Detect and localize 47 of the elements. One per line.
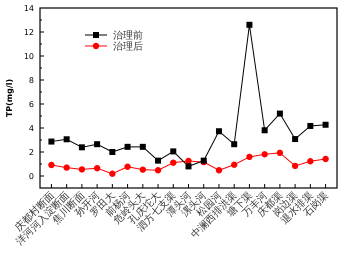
point [322, 122, 329, 128]
point [186, 163, 192, 170]
point [307, 158, 314, 164]
point [216, 128, 222, 134]
point [276, 150, 284, 156]
point [109, 170, 116, 177]
point [246, 154, 253, 160]
y-tick-label: 0 [28, 172, 34, 181]
point [48, 138, 54, 145]
point [94, 165, 100, 172]
point [155, 158, 162, 164]
point [262, 127, 268, 134]
point [78, 166, 86, 173]
point [94, 141, 100, 148]
point [140, 144, 146, 150]
y-axis-title: TP(mg/l) [5, 78, 14, 118]
point [276, 110, 283, 117]
legend-label: 治理后 [113, 40, 143, 52]
point [48, 162, 55, 168]
point [170, 159, 176, 166]
point [231, 141, 238, 148]
point [185, 158, 192, 164]
point [140, 166, 146, 173]
legend-label: 治理前 [113, 30, 143, 42]
y-tick-label: 6 [28, 100, 34, 109]
y-tick-label: 14 [24, 4, 34, 13]
point [216, 167, 222, 174]
y-tick-label: 8 [28, 76, 34, 85]
point [292, 162, 298, 170]
point [124, 164, 131, 170]
point [292, 136, 298, 142]
point [261, 151, 268, 158]
point [63, 164, 70, 171]
point [78, 144, 85, 150]
point [246, 22, 252, 28]
point [124, 144, 131, 150]
y-tick-label: 10 [24, 52, 34, 61]
y-tick-label: 2 [28, 148, 34, 157]
y-tick-label: 4 [28, 124, 34, 133]
point [154, 167, 162, 174]
point [230, 162, 238, 168]
y-tick-label: 12 [24, 28, 34, 37]
point [109, 149, 116, 155]
point [170, 148, 176, 154]
point [307, 122, 314, 129]
point [64, 136, 70, 142]
point [322, 156, 329, 162]
